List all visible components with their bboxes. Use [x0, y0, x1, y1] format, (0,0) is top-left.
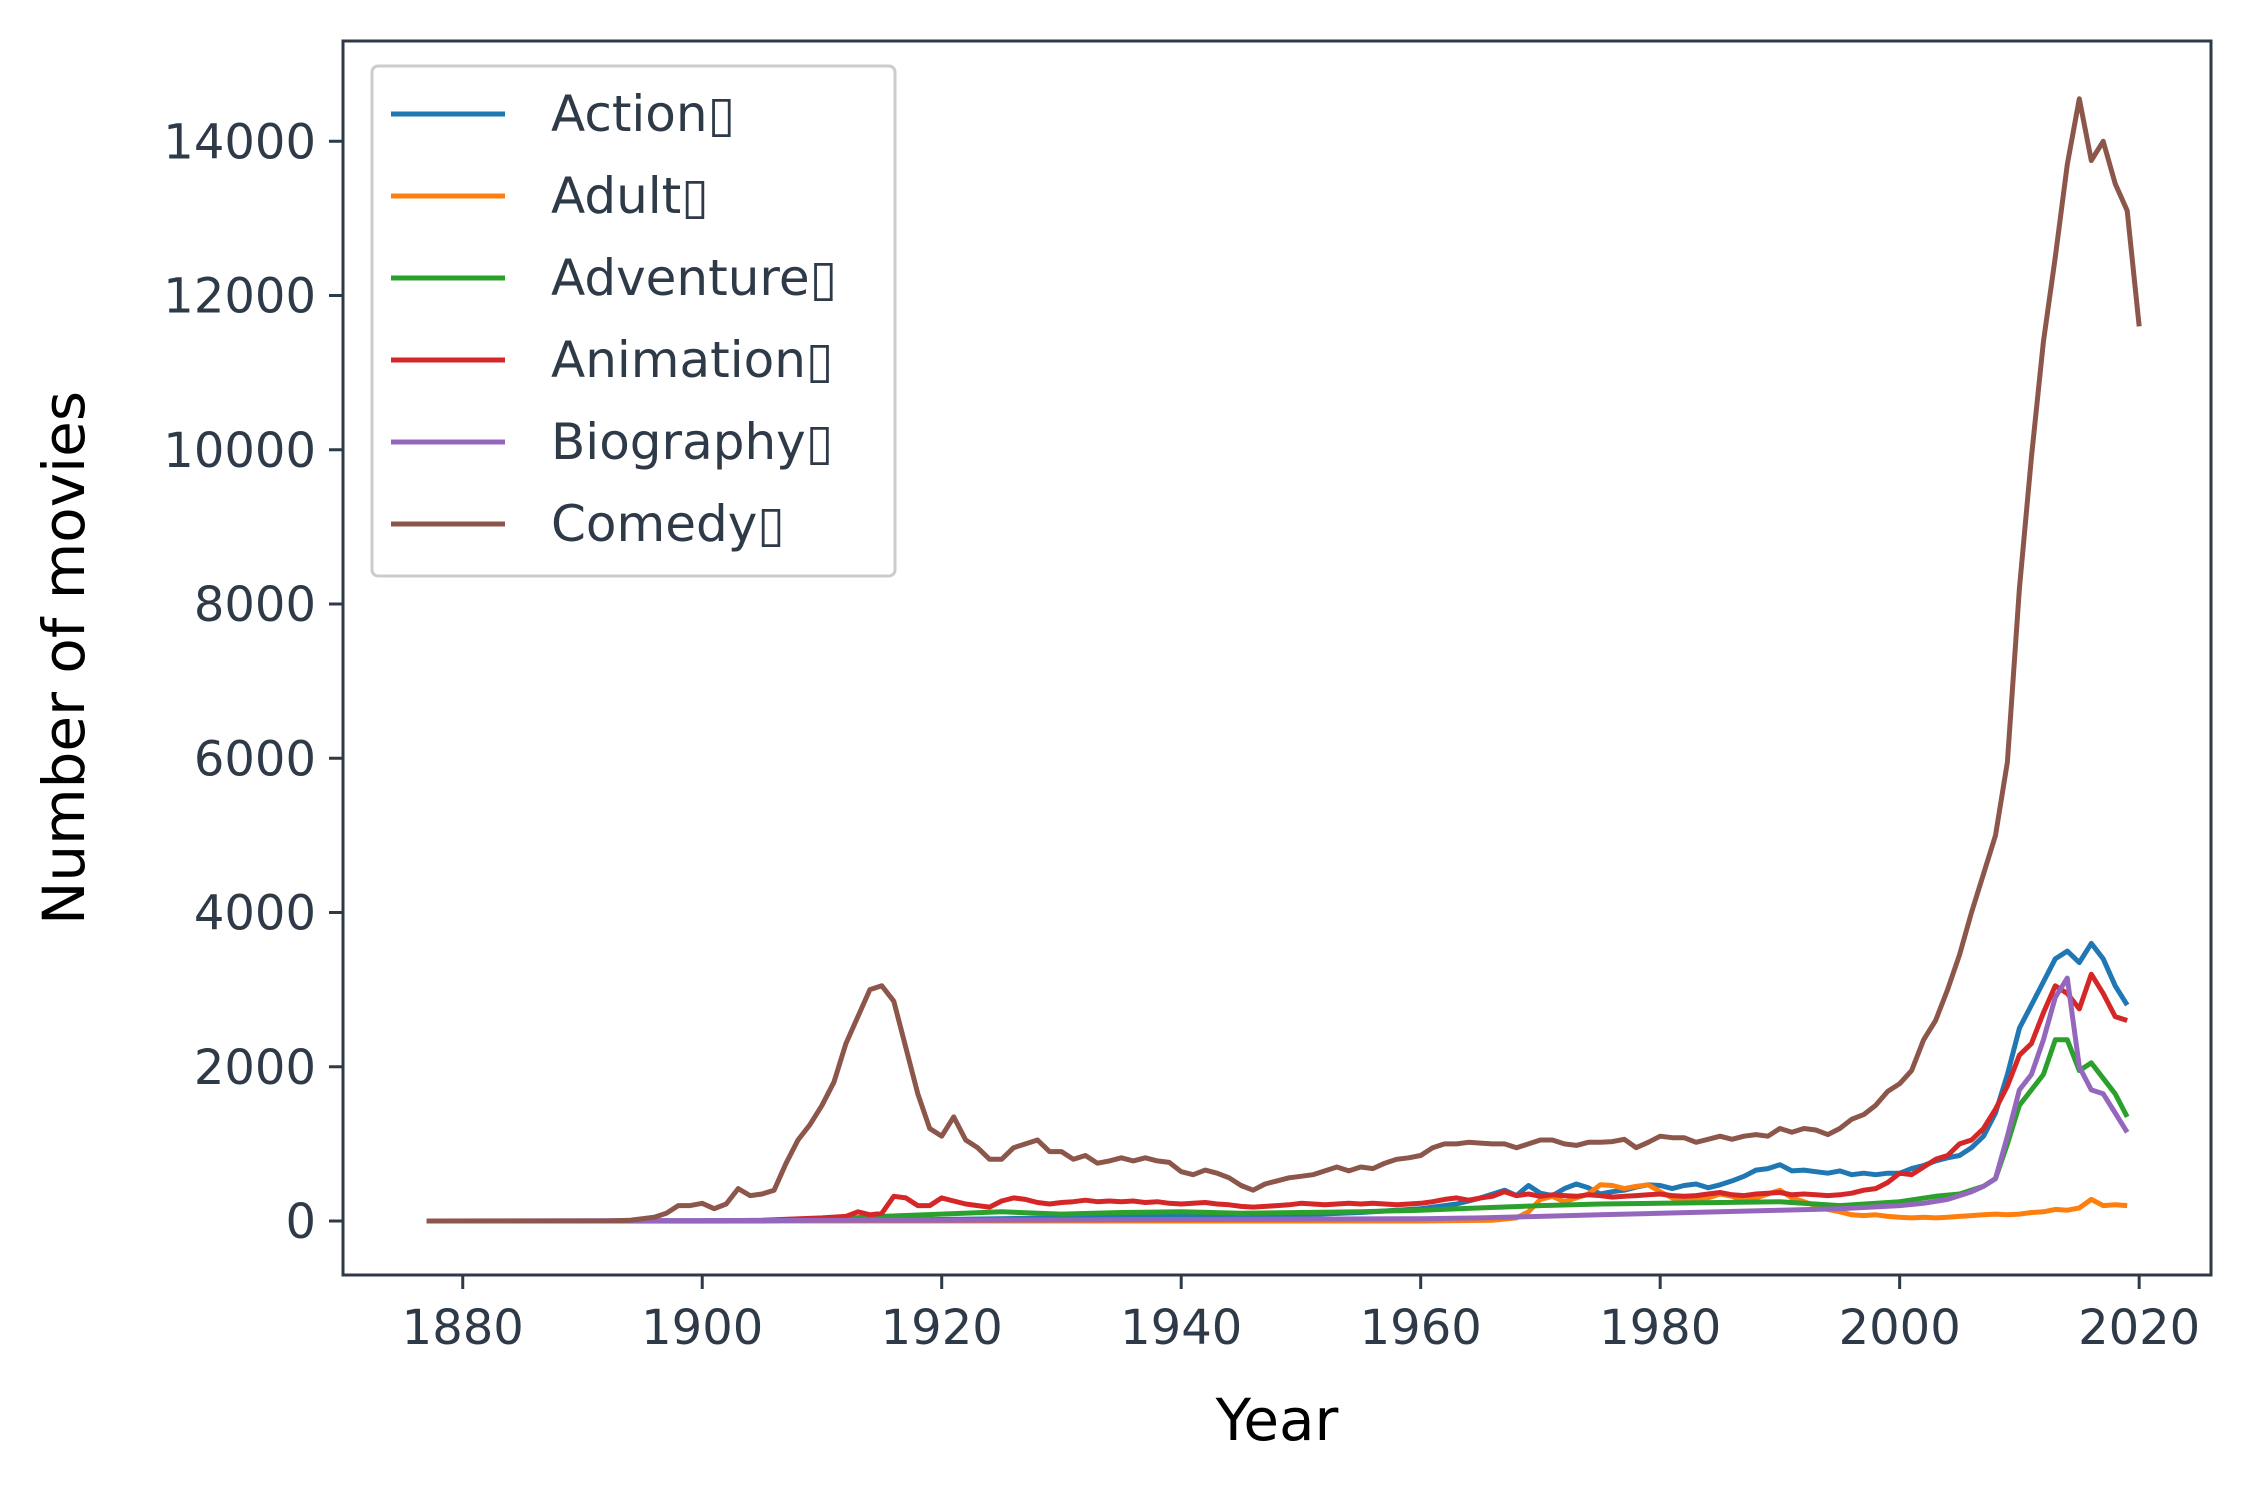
legend-label-2: Adventure▯ [551, 249, 837, 307]
x-axis-title: Year [1215, 1386, 1339, 1454]
x-tick-label-7: 2020 [2078, 1300, 2200, 1356]
x-tick-label-2: 1920 [881, 1300, 1003, 1356]
y-tick-label-1: 2000 [194, 1040, 316, 1096]
legend-label-1: Adult▯ [551, 167, 709, 225]
legend-label-5: Comedy▯ [551, 495, 785, 553]
series-line-2 [426, 1037, 2130, 1224]
x-tick-label-4: 1960 [1360, 1300, 1482, 1356]
x-tick-label-1: 1900 [641, 1300, 763, 1356]
y-tick-label-6: 12000 [163, 269, 316, 325]
series-line-4 [426, 975, 2130, 1224]
series-line-5 [426, 96, 2142, 1224]
x-axis-ticks: 1880 1900 1920 1940 1960 1980 2000 2020 [402, 1275, 2200, 1356]
y-tick-label-3: 6000 [194, 731, 316, 787]
y-tick-label-4: 8000 [194, 577, 316, 633]
y-axis-title: Number of movies [30, 391, 98, 925]
y-tick-label-2: 4000 [194, 886, 316, 942]
series-line-3 [426, 971, 2128, 1224]
y-tick-label-7: 14000 [163, 114, 316, 170]
legend-label-4: Biography▯ [551, 413, 833, 471]
legend-label-0: Action▯ [551, 85, 735, 143]
x-tick-label-5: 1980 [1599, 1300, 1721, 1356]
y-tick-label-5: 10000 [163, 423, 316, 479]
x-tick-label-6: 2000 [1839, 1300, 1961, 1356]
plot-frame [341, 39, 2213, 1277]
x-tick-label-3: 1940 [1120, 1300, 1242, 1356]
legend-label-3: Animation▯ [551, 331, 833, 389]
y-axis-ticks: 0 2000 4000 6000 8000 10000 12000 14000 [163, 114, 343, 1250]
x-tick-label-0: 1880 [402, 1300, 524, 1356]
legend: Action▯ Adult▯ Adventure▯ Animation▯ Biograp… [370, 64, 897, 578]
series-layer [426, 96, 2142, 1224]
y-tick-label-0: 0 [285, 1194, 316, 1250]
